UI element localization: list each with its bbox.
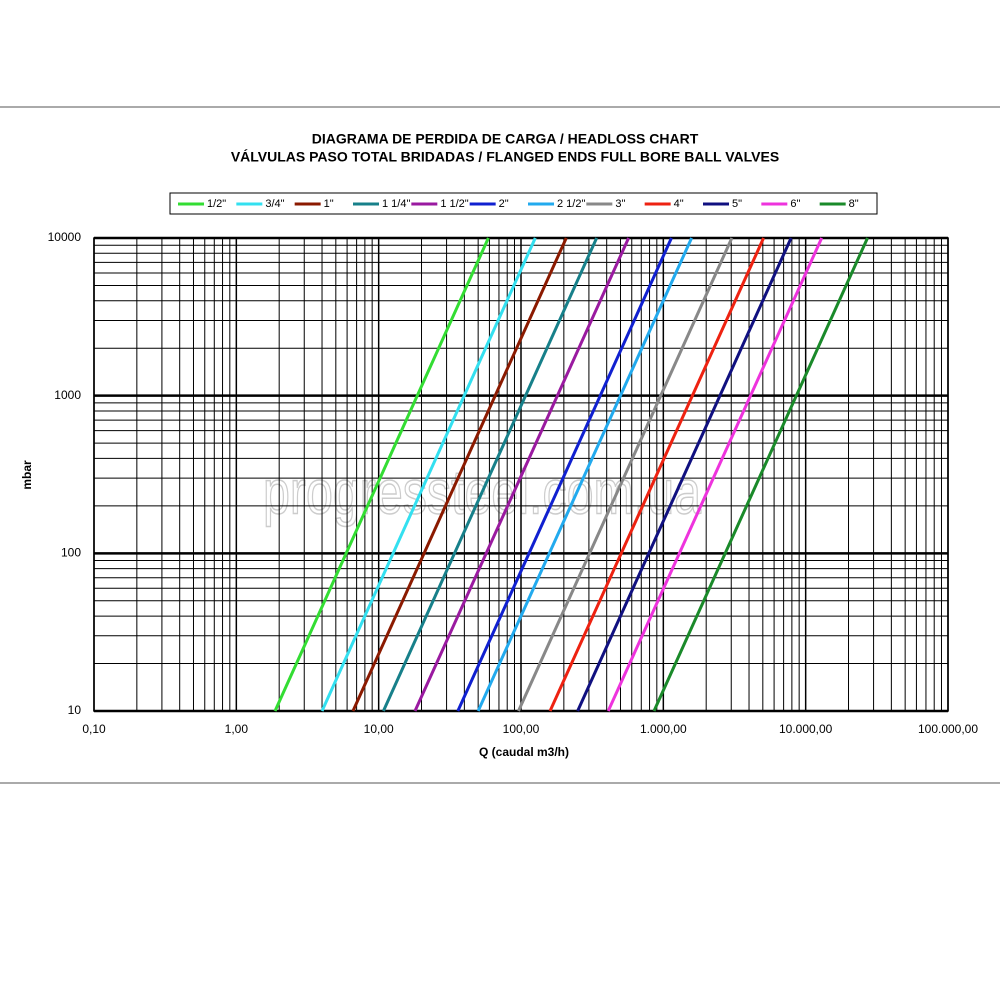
series-line	[652, 237, 869, 712]
legend-label: 5"	[732, 198, 742, 210]
x-tick-label: 1.000,00	[640, 722, 687, 736]
chart-title: DIAGRAMA DE PERDIDA DE CARGA / HEADLOSS …	[312, 131, 699, 147]
y-axis-label: mbar	[20, 460, 34, 490]
chart-frame	[0, 106, 1000, 784]
series-line	[476, 237, 693, 712]
x-tick-label: 10.000,00	[779, 722, 833, 736]
y-tick-label: 10000	[48, 230, 82, 244]
x-tick-label: 1,00	[225, 722, 249, 736]
legend-label: 1 1/2"	[440, 198, 468, 210]
series-line	[517, 237, 734, 712]
series-line	[382, 237, 599, 712]
series-line	[351, 237, 568, 712]
x-tick-label: 0,10	[82, 722, 106, 736]
legend-box	[169, 192, 878, 215]
legend-label: 1"	[324, 198, 334, 210]
legend-label: 3"	[615, 198, 625, 210]
legend-label: 1 1/4"	[382, 198, 410, 210]
y-tick-label: 100	[61, 546, 81, 560]
series-line	[413, 237, 630, 712]
series-line	[576, 237, 793, 712]
x-tick-label: 100.000,00	[918, 722, 978, 736]
legend-label: 4"	[674, 198, 684, 210]
x-tick-label: 10,00	[364, 722, 394, 736]
plot-border	[93, 237, 949, 712]
y-tick-label: 1000	[54, 388, 81, 402]
legend-label: 6"	[790, 198, 800, 210]
chart-subtitle: VÁLVULAS PASO TOTAL BRIDADAS / FLANGED E…	[231, 149, 779, 165]
legend-label: 1/2"	[207, 198, 226, 210]
legend-label: 8"	[849, 198, 859, 210]
y-tick-label: 10	[68, 703, 82, 717]
legend-label: 3/4"	[265, 198, 284, 210]
x-axis-label: Q (caudal m3/h)	[479, 745, 569, 759]
series-line	[606, 237, 824, 712]
x-tick-label: 100,00	[503, 722, 540, 736]
series-line	[456, 237, 673, 712]
series-line	[320, 237, 537, 712]
series-line	[273, 237, 490, 712]
series-line	[548, 237, 765, 712]
legend-label: 2 1/2"	[557, 198, 585, 210]
legend-label: 2"	[499, 198, 509, 210]
